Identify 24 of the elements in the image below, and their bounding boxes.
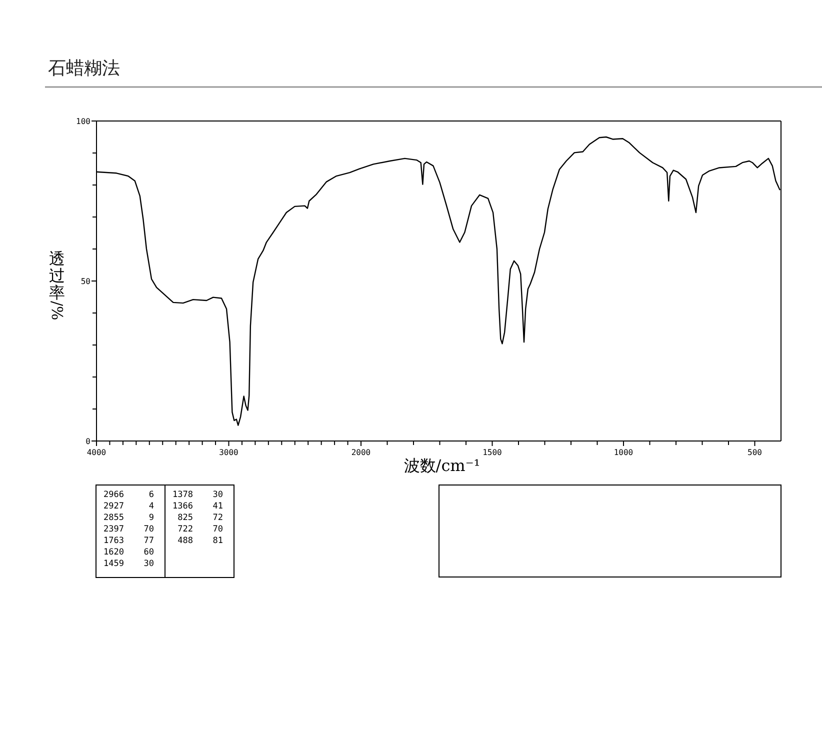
x-tick-label: 1500 [482, 448, 502, 457]
text: 1763 77 [104, 536, 154, 546]
text: 488 81 [178, 536, 223, 546]
text: 825 72 [178, 513, 223, 523]
y-axis-title: 透过率/% [48, 249, 66, 320]
text: 2855 9 [104, 513, 154, 523]
text: 1378 30 [172, 490, 223, 500]
x-tick-label: 2000 [351, 448, 371, 457]
text: 2397 70 [104, 524, 154, 534]
y-tick-label: 0 [86, 437, 91, 446]
text: 1459 30 [104, 559, 154, 569]
text: 1366 41 [172, 502, 223, 512]
x-tick-label: 3000 [219, 448, 239, 457]
x-axis-title: 波数/cm⁻¹ [404, 456, 480, 475]
x-tick-label: 500 [748, 448, 762, 457]
text: 1620 60 [104, 548, 154, 558]
x-tick-label: 1000 [614, 448, 634, 457]
text: 2927 4 [104, 502, 154, 512]
y-tick-label: 50 [80, 277, 91, 286]
text: 2966 6 [104, 490, 154, 500]
text: 722 70 [178, 524, 223, 534]
x-tick-label: 4000 [86, 448, 106, 457]
y-tick-label: 100 [76, 117, 91, 126]
chart-title: 石蜡糊法 [48, 58, 120, 79]
